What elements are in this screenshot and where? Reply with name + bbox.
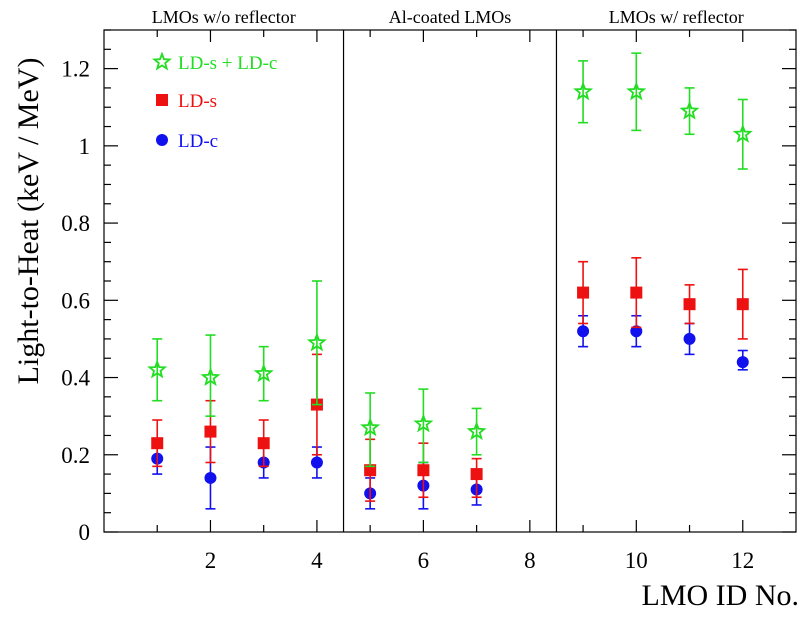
data-point xyxy=(417,464,430,477)
data-point xyxy=(577,325,590,338)
y-tick-label: 0.6 xyxy=(61,288,90,313)
data-point xyxy=(151,437,164,450)
data-point xyxy=(200,366,221,387)
series-ld-s-ld-c xyxy=(147,52,753,468)
data-point xyxy=(466,421,487,441)
data-point xyxy=(573,81,594,101)
legend-label: LD-s + LD-c xyxy=(178,53,277,74)
panel-title: LMOs w/ reflector xyxy=(609,7,744,27)
y-axis-title: Light-to-Heat (keV / MeV) xyxy=(12,58,45,385)
x-axis: 2 4 6 8 10 12 xyxy=(156,30,754,573)
legend: LD-s + LD-c LD-s LD-c xyxy=(152,51,277,152)
x-tick-label: 8 xyxy=(524,548,536,573)
data-point xyxy=(630,286,643,299)
y-tick-label: 0.8 xyxy=(61,211,90,236)
data-point xyxy=(253,363,274,383)
data-point xyxy=(360,417,381,437)
legend-marker xyxy=(152,51,172,71)
x-tick-label: 12 xyxy=(731,548,754,573)
data-point xyxy=(626,81,647,101)
y-tick-label: 0.2 xyxy=(61,443,90,468)
legend-label: LD-s xyxy=(178,91,217,112)
series-ld-s xyxy=(151,257,749,502)
data-point xyxy=(683,332,696,345)
panel-separators: LMOs w/o reflector Al-coated LMOs LMOs w/ … xyxy=(152,7,744,532)
x-tick-label: 10 xyxy=(625,548,648,573)
data-point xyxy=(310,456,323,469)
x-axis-title: LMO ID No. xyxy=(642,579,800,612)
data-point xyxy=(306,332,327,352)
legend-label: LD-c xyxy=(178,131,218,152)
data-point xyxy=(257,437,270,450)
legend-marker xyxy=(156,134,168,146)
data-point xyxy=(736,356,749,369)
data-point xyxy=(736,298,749,311)
data-series xyxy=(147,52,753,510)
legend-marker xyxy=(156,94,168,106)
y-tick-label: 0 xyxy=(79,520,91,545)
y-tick-label: 1 xyxy=(79,134,91,159)
panel-title: LMOs w/o reflector xyxy=(152,7,296,27)
data-point xyxy=(147,359,168,379)
data-point xyxy=(364,464,377,477)
data-point xyxy=(204,425,217,438)
series-ld-c xyxy=(151,314,749,510)
y-tick-label: 0.4 xyxy=(61,366,90,391)
x-tick-label: 2 xyxy=(205,548,217,573)
data-point xyxy=(683,298,696,311)
y-tick-label: 1.2 xyxy=(61,57,90,82)
x-tick-label: 6 xyxy=(418,548,430,573)
data-point xyxy=(577,286,590,299)
data-point xyxy=(470,468,483,481)
data-point xyxy=(630,325,643,338)
data-point xyxy=(204,471,217,484)
data-point xyxy=(413,413,434,433)
x-tick-label: 4 xyxy=(311,548,323,573)
data-point xyxy=(732,123,753,143)
panel-title: Al-coated LMOs xyxy=(389,7,511,27)
data-point xyxy=(679,100,700,120)
y-axis: 0 0.2 0.4 0.6 0.8 1 1.2 xyxy=(61,29,796,545)
